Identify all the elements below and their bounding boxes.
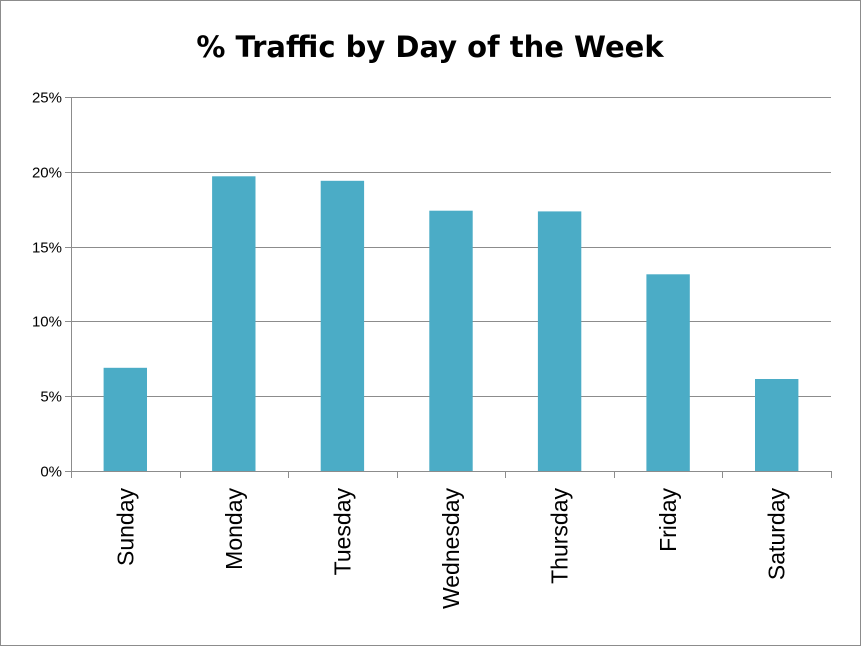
x-tick-label: Tuesday — [329, 488, 355, 576]
bar-thursday — [537, 211, 582, 471]
bar-saturday — [755, 379, 799, 471]
x-tick-label: Sunday — [112, 488, 138, 567]
y-tick-label: 15% — [32, 240, 62, 257]
x-tick-label: Friday — [655, 488, 681, 552]
x-tick-label: Saturday — [764, 488, 790, 581]
y-tick-label: 10% — [32, 314, 62, 331]
y-tick-label: 20% — [32, 165, 62, 182]
chart-title: % Traffic by Day of the Week — [196, 30, 664, 64]
y-tick-label: 5% — [40, 389, 62, 406]
x-tick-label: Thursday — [547, 488, 573, 584]
axes — [71, 97, 832, 478]
bar-wednesday — [429, 210, 473, 471]
x-axis-labels: Sunday Monday Tuesday Wednesday Thursday Frid… — [112, 488, 789, 610]
y-tick-label: 25% — [32, 90, 62, 107]
x-tick-label: Monday — [221, 488, 247, 570]
bar-friday — [646, 274, 690, 471]
bar-tuesday — [320, 180, 365, 472]
bars — [103, 176, 799, 472]
bar-monday — [212, 176, 256, 472]
x-tick-label: Wednesday — [438, 488, 464, 610]
y-tick-label: 0% — [40, 464, 62, 481]
y-axis-ticks: 0% 5% 10% 15% 20% 25% — [32, 90, 71, 481]
bar-sunday — [103, 367, 147, 471]
